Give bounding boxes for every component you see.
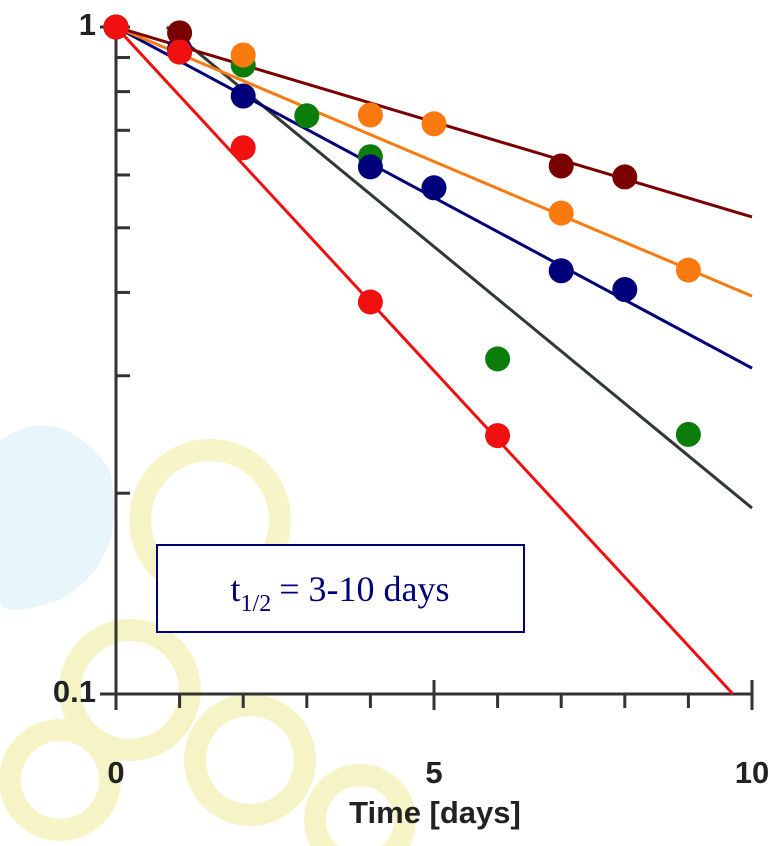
data-point (548, 153, 574, 179)
annotation-box (156, 544, 525, 633)
y-tick-label: 0.1 (53, 674, 96, 709)
background-decoration (0, 425, 416, 846)
annotation: t1/2 = 3-10 days (156, 544, 525, 633)
data-point (548, 200, 574, 226)
data-point (167, 39, 193, 65)
annotation-subscript: 1/2 (241, 591, 272, 617)
data-point (485, 346, 511, 372)
data-point (230, 135, 256, 161)
fit-line (116, 25, 753, 298)
data-point (357, 102, 383, 128)
data-point (421, 175, 447, 201)
data-point (294, 103, 320, 129)
x-axis-label: Time [days] (349, 795, 521, 830)
data-point (230, 83, 256, 109)
y-tick-label: 1 (79, 7, 96, 42)
x-tick-label: 5 (425, 755, 442, 790)
data-point (548, 258, 574, 284)
data-point (167, 20, 193, 46)
fit-line (116, 25, 735, 696)
data-point (675, 421, 701, 447)
data-point (421, 111, 447, 137)
data-point (103, 14, 129, 40)
data-point (612, 277, 638, 303)
data-point (357, 289, 383, 315)
data-point (612, 164, 638, 190)
annotation-main: t (231, 569, 241, 609)
annotation-text: t1/2 = 3-10 days (231, 569, 450, 617)
data-point (675, 257, 701, 283)
data-point (485, 423, 511, 449)
x-tick-label: 0 (107, 755, 124, 790)
data-point (230, 42, 256, 68)
x-tick-label: 10 (735, 755, 769, 790)
data-point (357, 154, 383, 180)
annotation-rest: = 3-10 days (279, 569, 449, 609)
